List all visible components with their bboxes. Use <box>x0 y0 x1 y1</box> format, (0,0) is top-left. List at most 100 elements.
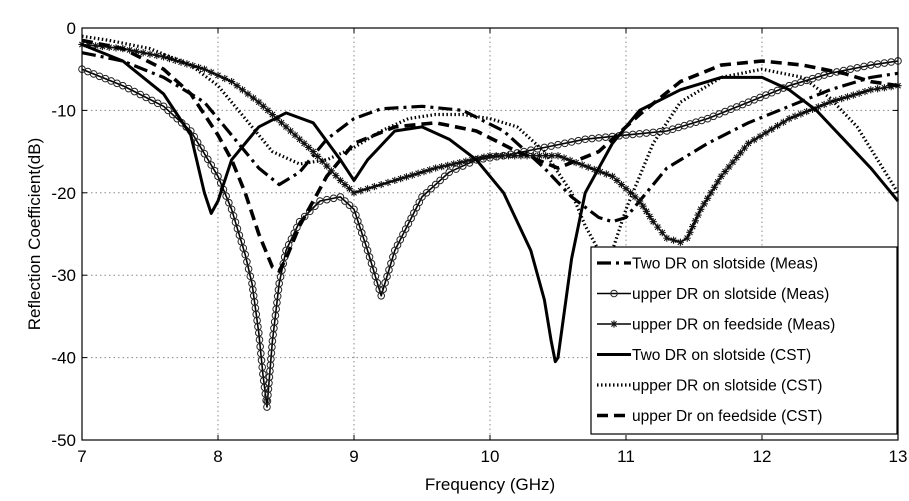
data-point <box>710 183 718 191</box>
data-point <box>707 189 715 197</box>
legend-label: Two DR on slotside (Meas) <box>632 256 818 273</box>
data-point <box>613 176 621 185</box>
data-point <box>214 71 222 79</box>
data-point <box>207 161 215 169</box>
data-point <box>377 180 385 189</box>
data-point <box>535 152 544 160</box>
y-axis-label: Reflection Coefficient(dB) <box>25 138 44 330</box>
data-point <box>350 189 358 197</box>
data-point <box>887 83 895 91</box>
data-point <box>456 158 464 167</box>
data-point <box>214 172 222 181</box>
data-point <box>268 343 276 351</box>
series-lines <box>78 34 902 411</box>
data-point <box>721 168 729 176</box>
data-point <box>791 112 799 120</box>
data-point <box>740 144 749 152</box>
series-6 <box>81 38 899 273</box>
data-point <box>164 106 172 115</box>
data-point <box>554 152 562 160</box>
data-point <box>498 152 506 160</box>
series-line <box>81 51 899 224</box>
series-line <box>81 60 899 408</box>
data-point <box>244 265 253 273</box>
data-point <box>98 42 106 51</box>
data-point <box>246 272 255 281</box>
data-point <box>277 119 286 127</box>
data-point <box>238 86 247 94</box>
data-point <box>700 200 708 208</box>
data-point <box>462 157 470 165</box>
data-point <box>210 166 219 175</box>
data-point <box>309 148 317 156</box>
series-line <box>81 38 899 273</box>
data-point <box>832 96 840 104</box>
data-point <box>861 87 869 96</box>
data-point <box>323 162 331 170</box>
data-point <box>189 62 197 70</box>
data-point <box>153 51 161 60</box>
legend-entry: Two DR on slotside (CST) <box>597 347 811 364</box>
x-tick-label: 10 <box>481 447 500 466</box>
data-point <box>267 355 275 363</box>
data-point <box>177 58 185 66</box>
data-point <box>694 211 702 219</box>
data-point <box>649 218 657 226</box>
data-point <box>259 102 267 110</box>
data-point <box>608 172 616 180</box>
data-point <box>357 187 365 195</box>
data-point <box>529 152 537 160</box>
data-point <box>814 103 822 111</box>
data-point <box>855 89 863 97</box>
data-point <box>193 138 202 147</box>
data-point <box>124 84 133 93</box>
data-point <box>241 250 249 259</box>
y-tick-label: -50 <box>51 431 76 450</box>
data-point <box>511 152 519 160</box>
data-point <box>266 367 274 375</box>
y-tick-label: 0 <box>67 19 76 38</box>
data-point <box>572 158 580 167</box>
data-point <box>267 349 276 357</box>
x-tick-label: 13 <box>889 447 908 466</box>
data-point <box>422 189 431 197</box>
data-point <box>414 169 422 177</box>
data-point <box>255 98 263 106</box>
data-point <box>432 164 440 172</box>
axis-ticks: 7 8 9 10 11 12 13 0 -10 -20 -30 -40 -50 <box>51 19 907 466</box>
y-tick-label: -10 <box>51 101 76 120</box>
data-point <box>207 68 215 76</box>
data-point <box>426 166 434 174</box>
data-point <box>617 180 626 189</box>
data-point <box>626 189 635 197</box>
data-point <box>750 136 758 144</box>
data-point <box>773 122 782 130</box>
data-point <box>729 158 737 166</box>
data-point <box>336 193 345 201</box>
data-point <box>197 144 205 152</box>
data-point <box>445 168 454 176</box>
data-point <box>704 194 712 202</box>
data-point <box>300 139 308 147</box>
data-point <box>132 47 140 55</box>
series-line <box>81 34 900 261</box>
data-point <box>341 197 349 205</box>
data-point <box>646 212 654 221</box>
data-point <box>880 84 888 92</box>
data-point <box>159 102 168 111</box>
data-point <box>584 163 592 171</box>
data-point <box>249 94 257 102</box>
data-point <box>327 167 335 175</box>
data-point <box>686 228 694 236</box>
data-point <box>714 178 722 186</box>
data-point <box>436 176 444 185</box>
data-point <box>622 185 630 193</box>
data-point <box>244 90 252 98</box>
data-point <box>474 154 482 163</box>
data-point <box>480 153 488 161</box>
data-point <box>402 173 411 181</box>
data-point <box>341 180 349 189</box>
data-point <box>486 152 494 160</box>
legend-label: upper Dr on feedside (CST) <box>632 408 822 425</box>
y-tick-label: -20 <box>51 184 76 203</box>
